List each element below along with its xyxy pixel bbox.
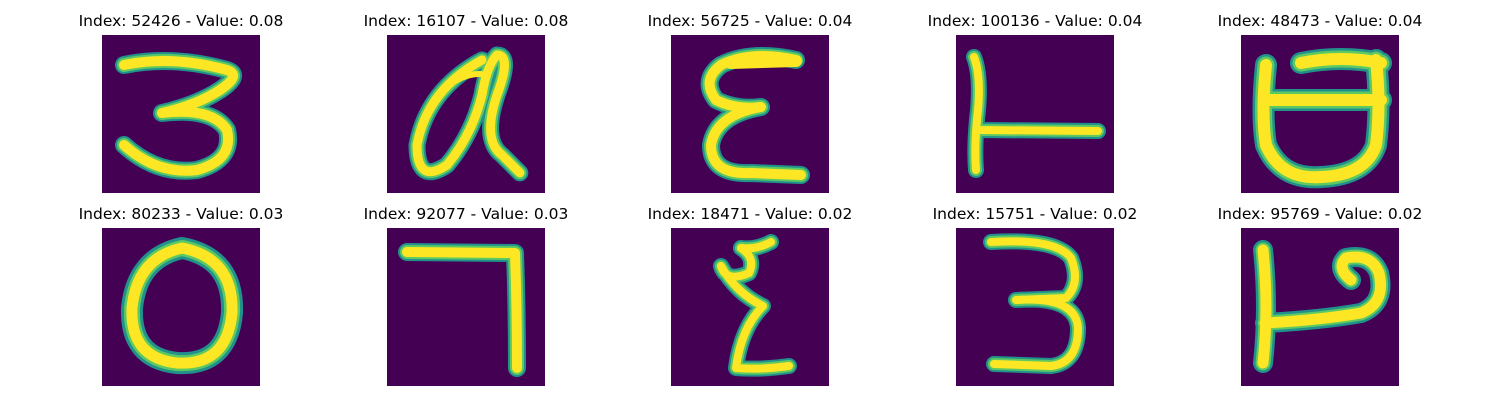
digit-panel-15751: Index: 15751 - Value: 0.02: [956, 228, 1114, 386]
handwritten-digit-image: [102, 35, 260, 193]
digit-panel-16107: Index: 16107 - Value: 0.08: [387, 35, 545, 193]
panel-title: Index: 56725 - Value: 0.04: [648, 12, 853, 30]
digit-panel-92077: Index: 92077 - Value: 0.03: [387, 228, 545, 386]
handwritten-digit-image: [1241, 228, 1399, 386]
panel-title: Index: 95769 - Value: 0.02: [1218, 205, 1423, 223]
handwritten-digit-image: [387, 35, 545, 193]
digit-panel-80233: Index: 80233 - Value: 0.03: [102, 228, 260, 386]
digit-panel-100136: Index: 100136 - Value: 0.04: [956, 35, 1114, 193]
digit-panel-48473: Index: 48473 - Value: 0.04: [1241, 35, 1399, 193]
panel-title: Index: 18471 - Value: 0.02: [648, 205, 853, 223]
handwritten-digit-image: [102, 228, 260, 386]
panel-title: Index: 15751 - Value: 0.02: [933, 205, 1138, 223]
panel-title: Index: 92077 - Value: 0.03: [364, 205, 569, 223]
panel-title: Index: 100136 - Value: 0.04: [928, 12, 1143, 30]
handwritten-digit-image: [956, 35, 1114, 193]
handwritten-digit-image: [956, 228, 1114, 386]
digit-panel-95769: Index: 95769 - Value: 0.02: [1241, 228, 1399, 386]
handwritten-digit-image: [387, 228, 545, 386]
handwritten-digit-image: [671, 228, 829, 386]
digit-panel-18471: Index: 18471 - Value: 0.02: [671, 228, 829, 386]
digit-panel-52426: Index: 52426 - Value: 0.08: [102, 35, 260, 193]
panel-title: Index: 80233 - Value: 0.03: [79, 205, 284, 223]
panel-title: Index: 52426 - Value: 0.08: [79, 12, 284, 30]
handwritten-digit-image: [671, 35, 829, 193]
digit-panel-56725: Index: 56725 - Value: 0.04: [671, 35, 829, 193]
panel-title: Index: 16107 - Value: 0.08: [364, 12, 569, 30]
handwritten-digit-image: [1241, 35, 1399, 193]
panel-title: Index: 48473 - Value: 0.04: [1218, 12, 1423, 30]
